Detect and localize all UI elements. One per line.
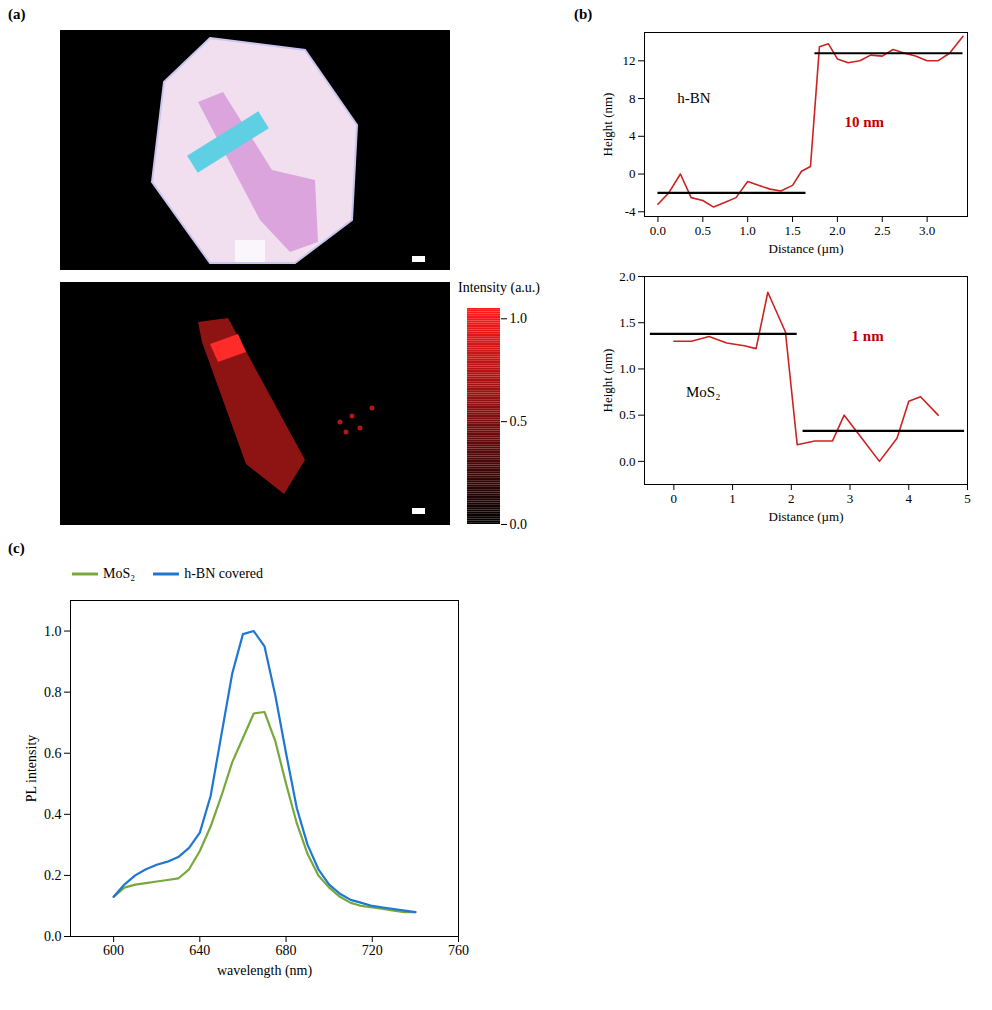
svg-text:0: 0 <box>629 166 636 181</box>
svg-text:2.0: 2.0 <box>619 269 635 284</box>
html-text:(a): (a) <box>8 6 26 22</box>
svg-text:0.0: 0.0 <box>619 454 635 469</box>
svg-text:5: 5 <box>964 491 971 506</box>
svg-text:0.5: 0.5 <box>619 407 635 422</box>
svg-text:640: 640 <box>189 943 210 958</box>
svg-text:2: 2 <box>788 491 795 506</box>
svg-text:4: 4 <box>629 128 636 143</box>
svg-text:0.5: 0.5 <box>695 223 711 238</box>
svg-text:4: 4 <box>906 491 913 506</box>
svg-text:1.0: 1.0 <box>740 223 756 238</box>
svg-text:0.0: 0.0 <box>650 223 666 238</box>
svg-text:680: 680 <box>276 943 297 958</box>
svg-text:Distance (µm): Distance (µm) <box>769 509 844 524</box>
html-text:h-BN covered: h-BN covered <box>184 566 263 581</box>
html-text:(c): (c) <box>8 540 25 556</box>
svg-text:PL intensity: PL intensity <box>24 735 39 803</box>
svg-text:1: 1 <box>729 491 736 506</box>
html-text:MoS₂: MoS₂ <box>103 566 136 581</box>
svg-text:600: 600 <box>103 943 124 958</box>
svg-text:1.5: 1.5 <box>784 223 800 238</box>
svg-text:Height (nm): Height (nm) <box>600 349 615 413</box>
html-text:(b): (b) <box>574 6 593 22</box>
svg-text:0.5: 0.5 <box>510 414 528 429</box>
svg-text:720: 720 <box>362 943 383 958</box>
svg-text:0.2: 0.2 <box>44 868 62 883</box>
svg-text:8: 8 <box>629 91 636 106</box>
svg-text:2.5: 2.5 <box>874 223 890 238</box>
html-text:Intensity (a.u.): Intensity (a.u.) <box>458 280 540 295</box>
svg-text:3: 3 <box>847 491 854 506</box>
svg-text:1 nm: 1 nm <box>852 328 885 344</box>
svg-text:Height (nm): Height (nm) <box>600 93 615 157</box>
svg-text:760: 760 <box>448 943 469 958</box>
svg-text:10 nm: 10 nm <box>845 114 885 130</box>
svg-text:-4: -4 <box>625 204 636 219</box>
svg-text:1.0: 1.0 <box>619 361 635 376</box>
svg-text:0: 0 <box>671 491 678 506</box>
svg-text:Distance (µm): Distance (µm) <box>769 241 844 256</box>
svg-text:0.4: 0.4 <box>44 807 62 822</box>
svg-text:1.0: 1.0 <box>510 311 528 326</box>
svg-text:MoS₂: MoS₂ <box>686 384 720 400</box>
svg-text:0.6: 0.6 <box>44 746 62 761</box>
svg-text:2.0: 2.0 <box>829 223 845 238</box>
svg-text:wavelength (nm): wavelength (nm) <box>217 963 313 979</box>
svg-text:3.0: 3.0 <box>919 223 935 238</box>
svg-text:1.0: 1.0 <box>44 624 62 639</box>
svg-text:0.0: 0.0 <box>44 929 62 944</box>
svg-text:0.0: 0.0 <box>510 517 528 532</box>
svg-text:h-BN: h-BN <box>677 90 711 106</box>
svg-text:1.5: 1.5 <box>619 315 635 330</box>
svg-text:0.8: 0.8 <box>44 685 62 700</box>
svg-text:12: 12 <box>623 53 636 68</box>
